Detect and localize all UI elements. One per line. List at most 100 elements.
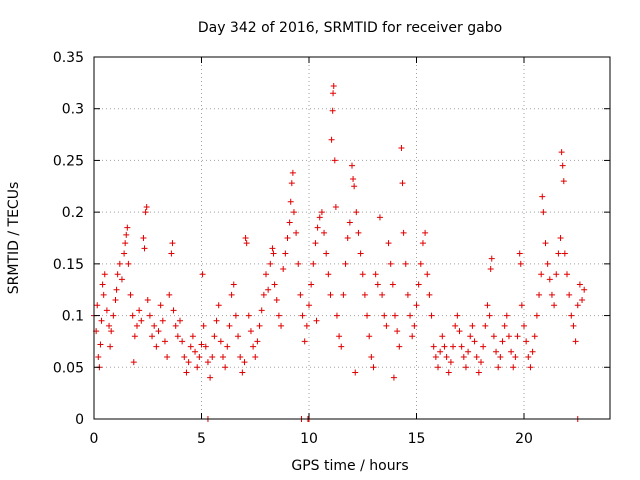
data-point <box>376 214 383 221</box>
data-point <box>269 245 276 252</box>
data-point <box>407 312 414 319</box>
data-point <box>239 369 246 376</box>
data-point <box>179 338 186 345</box>
data-point <box>325 271 332 278</box>
data-point <box>94 302 101 309</box>
data-point <box>512 353 519 360</box>
data-point <box>529 348 536 355</box>
data-point <box>230 281 237 288</box>
data-point <box>166 291 173 298</box>
axis-ticks: 0 0.05 0.1 0.15 0.2 0.25 0.3 0.35 0 5 10 15 20 <box>53 50 610 447</box>
data-point <box>241 359 248 366</box>
data-point <box>510 364 517 371</box>
data-point <box>293 229 300 236</box>
data-point <box>572 338 579 345</box>
data-point <box>129 312 136 319</box>
data-point <box>271 281 278 288</box>
data-point <box>143 203 150 210</box>
x-tick-label: 0 <box>90 431 99 447</box>
data-point <box>303 322 310 329</box>
data-point <box>308 281 315 288</box>
data-point <box>263 271 269 278</box>
data-point <box>368 353 375 360</box>
data-point <box>286 219 293 226</box>
data-point <box>379 291 386 298</box>
data-point <box>370 364 377 371</box>
data-point <box>579 297 586 304</box>
data-point <box>284 235 291 241</box>
data-point <box>452 322 459 329</box>
y-axis-label: SRMTID / TECUs <box>6 182 22 295</box>
data-point <box>295 260 302 267</box>
data-point <box>544 260 551 267</box>
data-point <box>441 343 448 350</box>
data-point <box>196 353 203 360</box>
data-point <box>151 322 158 329</box>
data-point <box>469 322 476 329</box>
data-point <box>267 260 274 267</box>
data-point <box>130 359 137 366</box>
data-point <box>198 341 205 348</box>
data-point <box>426 291 433 298</box>
data-point <box>413 302 420 309</box>
data-point <box>113 286 120 293</box>
data-point <box>270 250 277 257</box>
data-point <box>333 312 340 319</box>
data-point <box>157 302 164 309</box>
data-point <box>432 353 439 360</box>
data-point <box>482 322 489 329</box>
data-point <box>318 209 325 216</box>
data-point <box>424 271 431 278</box>
y-tick-label: 0.35 <box>53 50 84 66</box>
data-point <box>194 364 201 371</box>
data-point <box>581 286 588 293</box>
data-point <box>215 302 222 309</box>
data-point <box>138 317 145 324</box>
data-point <box>559 162 566 169</box>
data-point <box>349 162 355 169</box>
data-point <box>357 250 364 257</box>
data-point <box>359 271 366 278</box>
data-point <box>400 229 407 236</box>
data-point <box>487 266 494 273</box>
data-point <box>183 369 190 376</box>
data-point <box>290 209 297 216</box>
y-tick-label: 0.25 <box>53 153 84 169</box>
data-point <box>112 297 119 304</box>
data-point <box>430 343 437 350</box>
data-point <box>172 322 179 329</box>
data-point <box>224 343 231 350</box>
data-point <box>516 250 523 257</box>
data-point <box>518 302 525 309</box>
data-point <box>211 333 218 340</box>
data-point <box>392 312 398 319</box>
data-point <box>361 291 368 298</box>
data-point <box>265 286 272 293</box>
data-point <box>275 312 282 319</box>
data-point <box>381 312 388 319</box>
data-point <box>323 250 330 257</box>
data-point <box>106 322 113 329</box>
data-point <box>252 353 259 360</box>
data-point <box>247 328 254 335</box>
data-point <box>443 353 450 360</box>
data-point <box>475 369 482 376</box>
data-point <box>346 219 353 226</box>
data-point <box>576 281 583 288</box>
data-point <box>258 307 265 314</box>
data-point <box>340 291 347 298</box>
data-point <box>517 260 524 267</box>
data-point <box>116 260 123 267</box>
data-point <box>486 312 493 319</box>
data-point <box>495 364 502 371</box>
data-point <box>387 260 394 267</box>
data-point <box>574 302 581 309</box>
data-point <box>398 145 405 152</box>
data-point <box>204 359 211 366</box>
x-tick-label: 15 <box>408 431 426 447</box>
data-point <box>484 302 491 309</box>
data-point <box>350 176 357 183</box>
data-point <box>282 250 289 257</box>
data-point <box>134 322 140 329</box>
